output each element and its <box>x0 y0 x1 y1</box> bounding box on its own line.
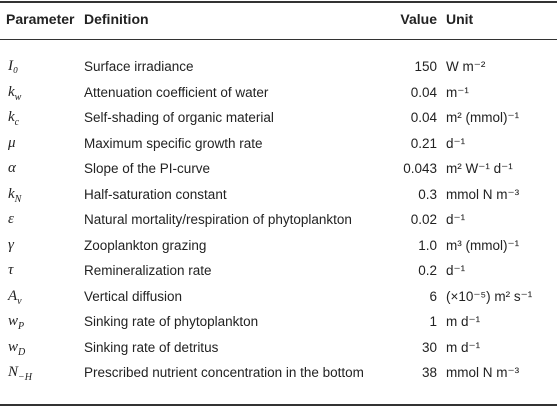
param-symbol: τ <box>8 262 14 278</box>
unit-cell: mmol N m⁻³ <box>446 186 520 202</box>
value-cell: 38 <box>421 365 437 380</box>
definition-cell: Sinking rate of phytoplankton <box>84 314 259 329</box>
top-rule <box>0 1 557 3</box>
unit-cell: mmol N m⁻³ <box>446 365 520 380</box>
header-rule <box>0 39 557 40</box>
value-cell: 0.3 <box>418 186 437 202</box>
param-symbol: kN <box>8 185 22 205</box>
value-cell: 6 <box>429 288 437 304</box>
unit-cell: m³ (mmol)⁻¹ <box>446 237 520 253</box>
value-cell: 0.043 <box>403 161 437 176</box>
table-row: kc Self-shading of organic material 0.04 m²… <box>0 105 557 130</box>
definition-cell: Half-saturation constant <box>84 186 227 202</box>
definition-cell: Maximum specific growth rate <box>84 135 263 151</box>
unit-cell: m d⁻¹ <box>446 314 481 329</box>
param-symbol: wD <box>8 338 26 358</box>
param-symbol: ε <box>8 211 14 227</box>
unit-cell: d⁻¹ <box>446 135 466 151</box>
unit-cell: d⁻¹ <box>446 263 466 278</box>
value-cell: 0.2 <box>418 263 437 278</box>
unit-cell: m d⁻¹ <box>446 339 481 355</box>
value-cell: 1 <box>429 314 437 329</box>
header-value: Value <box>400 11 437 27</box>
value-cell: 0.21 <box>410 135 437 151</box>
table-row: α Slope of the PI-curve 0.043 m² W⁻¹ d⁻¹ <box>0 156 557 181</box>
value-cell: 30 <box>421 339 437 355</box>
param-symbol: Aν <box>8 287 22 307</box>
param-symbol: kc <box>8 109 20 128</box>
definition-cell: Sinking rate of detritus <box>84 339 219 355</box>
header-definition: Definition <box>84 11 149 27</box>
definition-cell: Prescribed nutrient concentration in the… <box>84 365 364 380</box>
definition-cell: Natural mortality/respiration of phytopl… <box>84 212 352 227</box>
table-row: Aν Vertical diffusion 6 (×10⁻⁵) m² s⁻¹ <box>0 284 557 309</box>
value-cell: 1.0 <box>418 237 437 253</box>
definition-cell: Self-shading of organic material <box>84 110 274 125</box>
header-unit: Unit <box>446 11 474 27</box>
unit-cell: m⁻¹ <box>446 84 469 100</box>
param-symbol: kw <box>8 83 22 103</box>
definition-cell: Attenuation coefficient of water <box>84 84 269 100</box>
param-symbol: μ <box>8 134 16 151</box>
header-parameter: Parameter <box>6 11 75 27</box>
unit-cell: W m⁻² <box>446 59 486 74</box>
table-row: wP Sinking rate of phytoplankton 1 m d⁻¹ <box>0 309 557 334</box>
unit-cell: m² (mmol)⁻¹ <box>446 110 520 125</box>
table-row: ε Natural mortality/respiration of phytop… <box>0 207 557 232</box>
definition-cell: Slope of the PI-curve <box>84 161 211 176</box>
param-symbol: α <box>8 160 16 176</box>
definition-cell: Zooplankton grazing <box>84 237 207 253</box>
table-row: kN Half-saturation constant 0.3 mmol N m⁻³ <box>0 182 557 207</box>
definition-cell: Remineralization rate <box>84 263 212 278</box>
bottom-rule <box>0 404 557 406</box>
unit-cell: (×10⁻⁵) m² s⁻¹ <box>446 288 533 304</box>
param-symbol: wP <box>8 313 25 332</box>
param-symbol: γ <box>8 236 14 253</box>
unit-cell: m² W⁻¹ d⁻¹ <box>446 161 513 176</box>
table-row: wD Sinking rate of detritus 30 m d⁻¹ <box>0 335 557 360</box>
table-row: τ Remineralization rate 0.2 d⁻¹ <box>0 258 557 283</box>
table-row: N−H Prescribed nutrient concentration in … <box>0 360 557 385</box>
value-cell: 0.04 <box>410 84 437 100</box>
value-cell: 150 <box>414 59 437 74</box>
table-row: I₀ Surface irradiance 150 W m⁻² <box>0 54 557 79</box>
table-row: kw Attenuation coefficient of water 0.04 m⁻… <box>0 80 557 105</box>
definition-cell: Surface irradiance <box>84 59 194 74</box>
table-row: μ Maximum specific growth rate 0.21 d⁻¹ <box>0 131 557 156</box>
table-row: γ Zooplankton grazing 1.0 m³ (mmol)⁻¹ <box>0 233 557 258</box>
unit-cell: d⁻¹ <box>446 212 466 227</box>
param-symbol: I₀ <box>8 58 19 74</box>
value-cell: 0.04 <box>410 110 437 125</box>
definition-cell: Vertical diffusion <box>84 288 183 304</box>
param-symbol: N−H <box>8 364 32 383</box>
value-cell: 0.02 <box>410 212 437 227</box>
header-row: Parameter Definition Value Unit <box>0 7 557 32</box>
